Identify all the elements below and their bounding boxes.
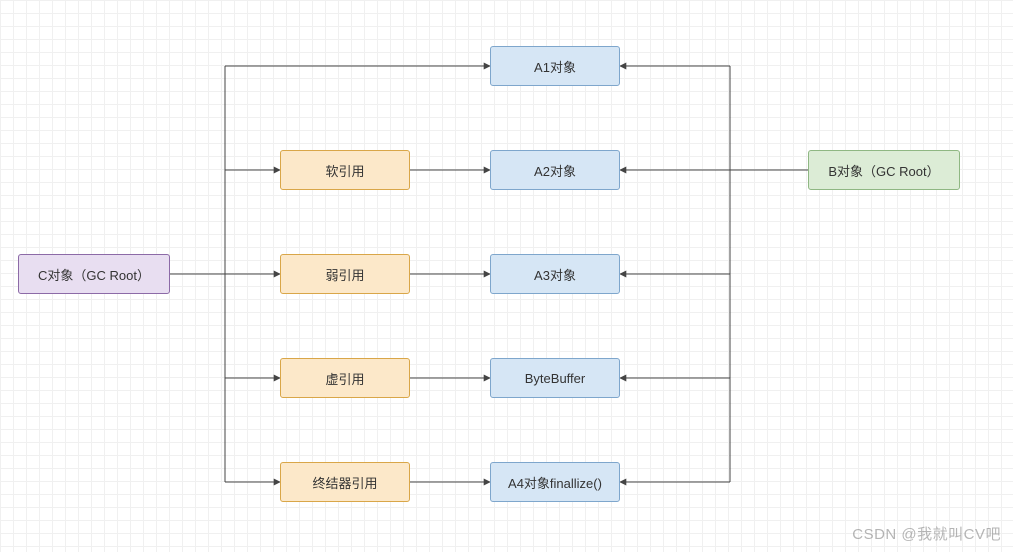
node-label: A4对象finallize() [508, 473, 602, 492]
node-a2-object: A2对象 [490, 150, 620, 190]
node-weak-reference: 弱引用 [280, 254, 410, 294]
node-b-object-gc-root: B对象（GC Root） [808, 150, 960, 190]
node-finalizer-reference: 终结器引用 [280, 462, 410, 502]
node-label: 弱引用 [325, 265, 364, 284]
node-soft-reference: 软引用 [280, 150, 410, 190]
node-label: 终结器引用 [312, 473, 377, 492]
node-label: ByteBuffer [525, 371, 585, 386]
node-label: 软引用 [325, 161, 364, 180]
node-bytebuffer: ByteBuffer [490, 358, 620, 398]
node-a4-object-finalize: A4对象finallize() [490, 462, 620, 502]
node-label: B对象（GC Root） [828, 161, 939, 180]
node-c-object-gc-root: C对象（GC Root） [18, 254, 170, 294]
node-label: A3对象 [534, 265, 576, 284]
node-a3-object: A3对象 [490, 254, 620, 294]
node-label: A2对象 [534, 161, 576, 180]
node-a1-object: A1对象 [490, 46, 620, 86]
node-phantom-reference: 虚引用 [280, 358, 410, 398]
node-label: C对象（GC Root） [38, 265, 150, 284]
node-label: A1对象 [534, 57, 576, 76]
watermark-text: CSDN @我就叫CV吧 [852, 523, 1001, 544]
node-label: 虚引用 [325, 369, 364, 388]
